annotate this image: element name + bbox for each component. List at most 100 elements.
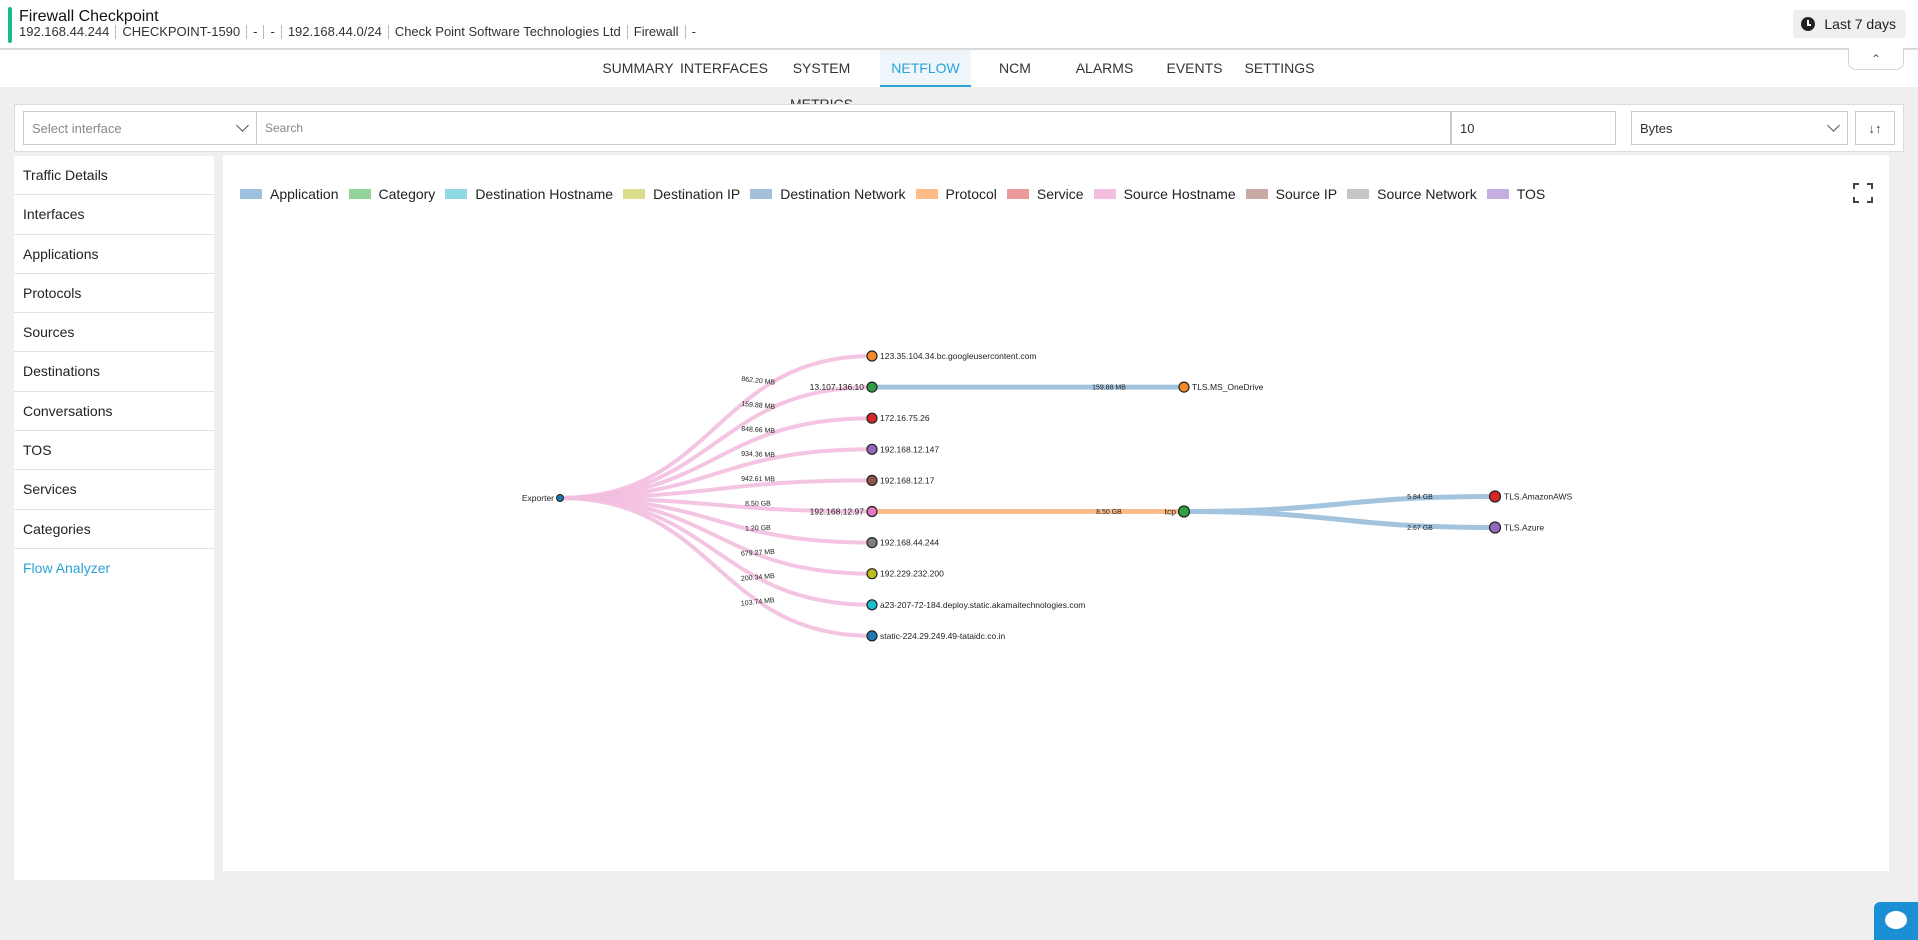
- legend-item-service[interactable]: Service: [1006, 186, 1084, 202]
- node-level1[interactable]: [866, 381, 878, 393]
- node-label[interactable]: tcp: [1165, 507, 1177, 517]
- sidebar-item-protocols[interactable]: Protocols: [14, 274, 214, 314]
- legend-item-source-hostname[interactable]: Source Hostname: [1093, 186, 1236, 202]
- node-label[interactable]: TLS.AmazonAWS: [1504, 492, 1573, 502]
- interface-select[interactable]: Select interface: [23, 111, 257, 145]
- time-range-button[interactable]: Last 7 days: [1793, 10, 1906, 38]
- sidebar-item-tos[interactable]: TOS: [14, 431, 214, 471]
- legend-swatch: [1486, 189, 1509, 199]
- node-label[interactable]: Exporter: [522, 493, 554, 503]
- node-level1[interactable]: [866, 505, 878, 518]
- tab-alarms[interactable]: ALARMS: [1075, 60, 1134, 76]
- legend-item-source-ip[interactable]: Source IP: [1245, 186, 1337, 202]
- device-meta-item: -: [253, 24, 258, 39]
- chat-icon[interactable]: [1874, 902, 1918, 940]
- legend-item-tos[interactable]: TOS: [1486, 186, 1546, 202]
- node-label[interactable]: 192.168.12.147: [880, 444, 939, 454]
- tab-interfaces[interactable]: INTERFACES: [680, 60, 768, 76]
- search-input[interactable]: Search: [256, 111, 1451, 145]
- metric-select[interactable]: Bytes: [1631, 111, 1848, 145]
- count-input[interactable]: 10: [1451, 111, 1616, 145]
- legend-swatch: [1347, 189, 1370, 199]
- flow-link: [1183, 509, 1496, 530]
- node-level1[interactable]: [866, 443, 878, 455]
- clock-icon: [1801, 17, 1816, 31]
- legend-swatch: [1093, 189, 1116, 199]
- node-label[interactable]: 13.107.136.10: [810, 382, 865, 392]
- node-level3[interactable]: [1488, 521, 1502, 534]
- sidebar-item-services[interactable]: Services: [14, 470, 214, 510]
- tab-events[interactable]: EVENTS: [1166, 60, 1223, 76]
- legend-item-destination-hostname[interactable]: Destination Hostname: [445, 186, 613, 202]
- tab-ncm[interactable]: NCM: [999, 60, 1031, 76]
- legend-label: Service: [1036, 186, 1084, 202]
- sidebar-item-flow-analyzer[interactable]: Flow Analyzer: [23, 559, 111, 576]
- node-level2[interactable]: [1177, 505, 1191, 518]
- legend-label: Category: [378, 186, 436, 202]
- node-level1[interactable]: [866, 568, 878, 580]
- flow-link: [559, 496, 873, 638]
- flow-link: [1183, 494, 1496, 514]
- flow-link-label: 679.27 MB: [741, 549, 776, 558]
- legend-item-protocol[interactable]: Protocol: [915, 186, 997, 202]
- node-level2[interactable]: [1178, 381, 1190, 393]
- tab-netflow[interactable]: NETFLOW: [880, 50, 971, 87]
- node-level1[interactable]: [866, 537, 878, 549]
- node-level1[interactable]: [866, 412, 878, 424]
- sort-button[interactable]: ↓↑: [1855, 111, 1895, 145]
- tab-system-metrics[interactable]: SYSTEM METRICS: [790, 60, 853, 112]
- device-meta-item: 192.168.44.0/24: [287, 24, 382, 39]
- tab-settings[interactable]: SETTINGS: [1244, 60, 1315, 76]
- legend-label: Destination Network: [780, 186, 906, 202]
- node-label[interactable]: TLS.Azure: [1504, 523, 1544, 533]
- sidebar-item-categories[interactable]: Categories: [14, 510, 214, 549]
- legend-item-destination-ip[interactable]: Destination IP: [623, 186, 740, 202]
- flow-link-label: 8.50 GB: [1096, 509, 1122, 516]
- legend-swatch: [445, 189, 468, 199]
- node-label[interactable]: 172.16.75.26: [880, 413, 930, 423]
- device-meta-item: 192.168.44.244: [19, 24, 110, 39]
- node-level1[interactable]: [866, 599, 878, 611]
- sidebar-item-applications[interactable]: Applications: [14, 235, 214, 274]
- legend-label: TOS: [1516, 186, 1546, 202]
- node-level3[interactable]: [1488, 490, 1502, 503]
- status-accent-bar: [8, 7, 12, 43]
- flow-legend: Application Category Destination Hostname D…: [240, 186, 1555, 202]
- legend-item-category[interactable]: Category: [348, 186, 436, 202]
- collapse-header-button[interactable]: ⌃: [1848, 48, 1904, 70]
- legend-label: Source Hostname: [1123, 186, 1236, 202]
- node-label[interactable]: 192.168.12.17: [880, 475, 935, 485]
- filter-bar: Select interface Search 10 Bytes ↓↑: [14, 104, 1904, 152]
- device-header: Firewall Checkpoint 192.168.44.244 CHECKP…: [0, 0, 1918, 49]
- sidebar-item-interfaces[interactable]: Interfaces: [14, 195, 214, 235]
- flow-link-label: 848.66 MB: [741, 426, 776, 435]
- sidebar-item-traffic-details[interactable]: Traffic Details: [14, 156, 214, 196]
- fullscreen-icon[interactable]: [1853, 183, 1873, 203]
- node-label[interactable]: static-224.29.249.49-tataidc.co.in: [880, 631, 1005, 641]
- sidebar-item-destinations[interactable]: Destinations: [14, 352, 214, 392]
- legend-swatch: [623, 189, 646, 199]
- legend-item-destination-network[interactable]: Destination Network: [750, 186, 906, 202]
- node-level1[interactable]: [866, 474, 878, 486]
- node-label[interactable]: TLS.MS_OneDrive: [1192, 382, 1264, 392]
- device-meta-item: Check Point Software Technologies Ltd: [394, 24, 621, 39]
- legend-item-source-network[interactable]: Source Network: [1347, 186, 1477, 202]
- sidebar-item-sources[interactable]: Sources: [14, 313, 214, 353]
- node-label[interactable]: 192.229.232.200: [880, 569, 944, 579]
- node-level1[interactable]: [866, 630, 878, 642]
- node-label[interactable]: 192.168.44.244: [880, 538, 939, 548]
- legend-swatch: [1006, 189, 1029, 199]
- tab-summary[interactable]: SUMMARY: [602, 60, 674, 76]
- flow-link-label: 934.36 MB: [741, 451, 775, 459]
- node-label[interactable]: 123.35.104.34.bc.googleusercontent.com: [880, 351, 1036, 361]
- node-root[interactable]: [556, 494, 564, 502]
- legend-item-application[interactable]: Application: [240, 186, 339, 202]
- flow-link-label: 1.20 GB: [745, 525, 771, 533]
- node-label[interactable]: 192.168.12.97: [810, 507, 865, 517]
- sidebar-item-conversations[interactable]: Conversations: [14, 392, 214, 432]
- device-meta: 192.168.44.244 CHECKPOINT-1590- -192.168.4…: [19, 24, 696, 39]
- flow-link-label: 942.61 MB: [741, 476, 775, 483]
- node-level1[interactable]: [866, 350, 878, 362]
- chevron-down-icon: [236, 119, 249, 132]
- node-label[interactable]: a23-207-72-184.deploy.static.akamaitechn…: [880, 600, 1085, 610]
